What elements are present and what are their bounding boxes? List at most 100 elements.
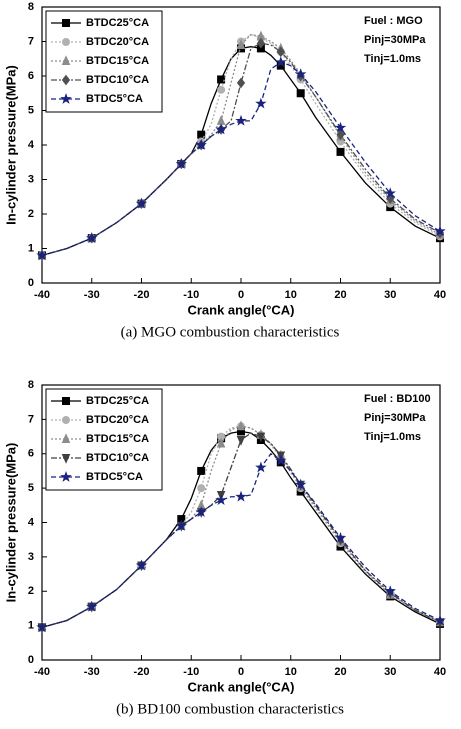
legend-label: BTDC15°CA (86, 55, 149, 67)
y-axis-title: In-cylinder pressure(MPa) (3, 65, 18, 225)
marker (256, 37, 266, 49)
x-tick-label: -10 (183, 666, 199, 678)
marker (197, 484, 206, 493)
marker (434, 225, 446, 237)
marker (217, 85, 226, 94)
x-tick-label: 40 (434, 666, 446, 678)
annotation: Pinj=30MPa (364, 34, 426, 46)
x-tick-label: -10 (183, 289, 199, 301)
marker (86, 600, 98, 612)
y-tick-label: 5 (28, 482, 34, 494)
y-axis-title: In-cylinder pressure(MPa) (3, 443, 18, 603)
annotation: Fuel : MGO (364, 15, 423, 27)
caption: (a) MGO combustion characteristics (121, 324, 340, 340)
marker (217, 75, 226, 84)
marker (275, 56, 287, 68)
x-tick-label: 20 (334, 666, 346, 678)
marker (216, 437, 226, 448)
marker (236, 420, 246, 431)
y-tick-label: 7 (28, 413, 34, 425)
marker (135, 559, 148, 571)
y-tick-label: 1 (28, 242, 34, 254)
marker (195, 506, 207, 518)
y-tick-label: 3 (28, 551, 34, 563)
y-tick-label: 2 (28, 585, 34, 597)
legend-label: BTDC20°CA (86, 414, 149, 426)
marker (216, 115, 226, 125)
marker (61, 454, 71, 464)
marker (60, 92, 72, 104)
x-tick-label: 40 (434, 289, 446, 301)
annotation: Tinj=1.0ms (364, 431, 421, 443)
legend-label: BTDC25°CA (86, 395, 149, 407)
annotation: Tinj=1.0ms (364, 53, 421, 65)
marker (334, 531, 347, 543)
y-tick-label: 4 (28, 516, 35, 528)
legend-label: BTDC15°CA (86, 433, 149, 445)
marker (62, 19, 70, 27)
marker (275, 454, 287, 466)
marker (255, 461, 267, 473)
marker (215, 494, 227, 506)
marker (175, 519, 188, 531)
x-tick-label: 10 (285, 666, 297, 678)
y-tick-label: 6 (28, 70, 34, 82)
marker (175, 157, 188, 169)
marker (384, 585, 396, 597)
marker (36, 621, 48, 633)
x-tick-label: -20 (134, 666, 150, 678)
x-tick-label: 30 (384, 289, 396, 301)
x-tick-label: 10 (285, 289, 297, 301)
y-tick-label: 3 (28, 173, 34, 185)
marker (60, 470, 72, 482)
marker (336, 147, 345, 156)
marker (334, 121, 347, 133)
marker (235, 490, 247, 502)
x-tick-label: 30 (384, 666, 396, 678)
marker (61, 74, 71, 86)
legend-label: BTDC10°CA (86, 74, 149, 86)
y-tick-label: 4 (28, 139, 35, 151)
y-tick-label: 6 (28, 448, 34, 460)
x-axis-title: Crank angle(°CA) (187, 679, 294, 694)
marker (434, 614, 446, 626)
x-tick-label: -40 (34, 666, 50, 678)
marker (236, 436, 246, 446)
marker (256, 432, 266, 443)
y-tick-label: 7 (28, 35, 34, 47)
x-tick-label: -20 (134, 289, 150, 301)
marker (296, 89, 305, 98)
y-tick-label: 1 (28, 620, 34, 632)
x-tick-label: -40 (34, 289, 50, 301)
marker (62, 397, 70, 405)
x-tick-label: 20 (334, 289, 346, 301)
marker (294, 68, 307, 80)
marker (336, 129, 345, 140)
legend-label: BTDC10°CA (86, 452, 149, 464)
chart: -40 -30 -20 -10 0 10 20 30 40 0 1 2 3 4 5 6 7 8 Crank angl… (3, 379, 446, 718)
legend-label: BTDC5°CA (86, 93, 143, 105)
legend-label: BTDC25°CA (86, 17, 149, 29)
marker (62, 38, 70, 46)
marker (236, 77, 246, 89)
marker (235, 114, 247, 126)
y-tick-label: 5 (28, 104, 34, 116)
marker (62, 416, 70, 424)
x-axis-title: Crank angle(°CA) (187, 302, 294, 317)
marker (195, 138, 207, 150)
y-tick-label: 0 (28, 277, 34, 289)
annotation: Pinj=30MPa (364, 412, 426, 424)
legend-label: BTDC5°CA (86, 471, 143, 483)
marker (294, 478, 307, 490)
y-tick-label: 2 (28, 208, 34, 220)
y-tick-label: 0 (28, 654, 34, 666)
marker (36, 249, 48, 261)
y-tick-label: 8 (28, 379, 34, 391)
marker (384, 187, 396, 199)
y-tick-label: 8 (28, 1, 34, 13)
marker (135, 197, 148, 209)
caption: (b) BD100 combustion characteristics (116, 701, 344, 717)
chart: -40 -30 -20 -10 0 10 20 30 40 0 1 2 3 4 5 6 7 8 Crank angl… (3, 1, 446, 341)
